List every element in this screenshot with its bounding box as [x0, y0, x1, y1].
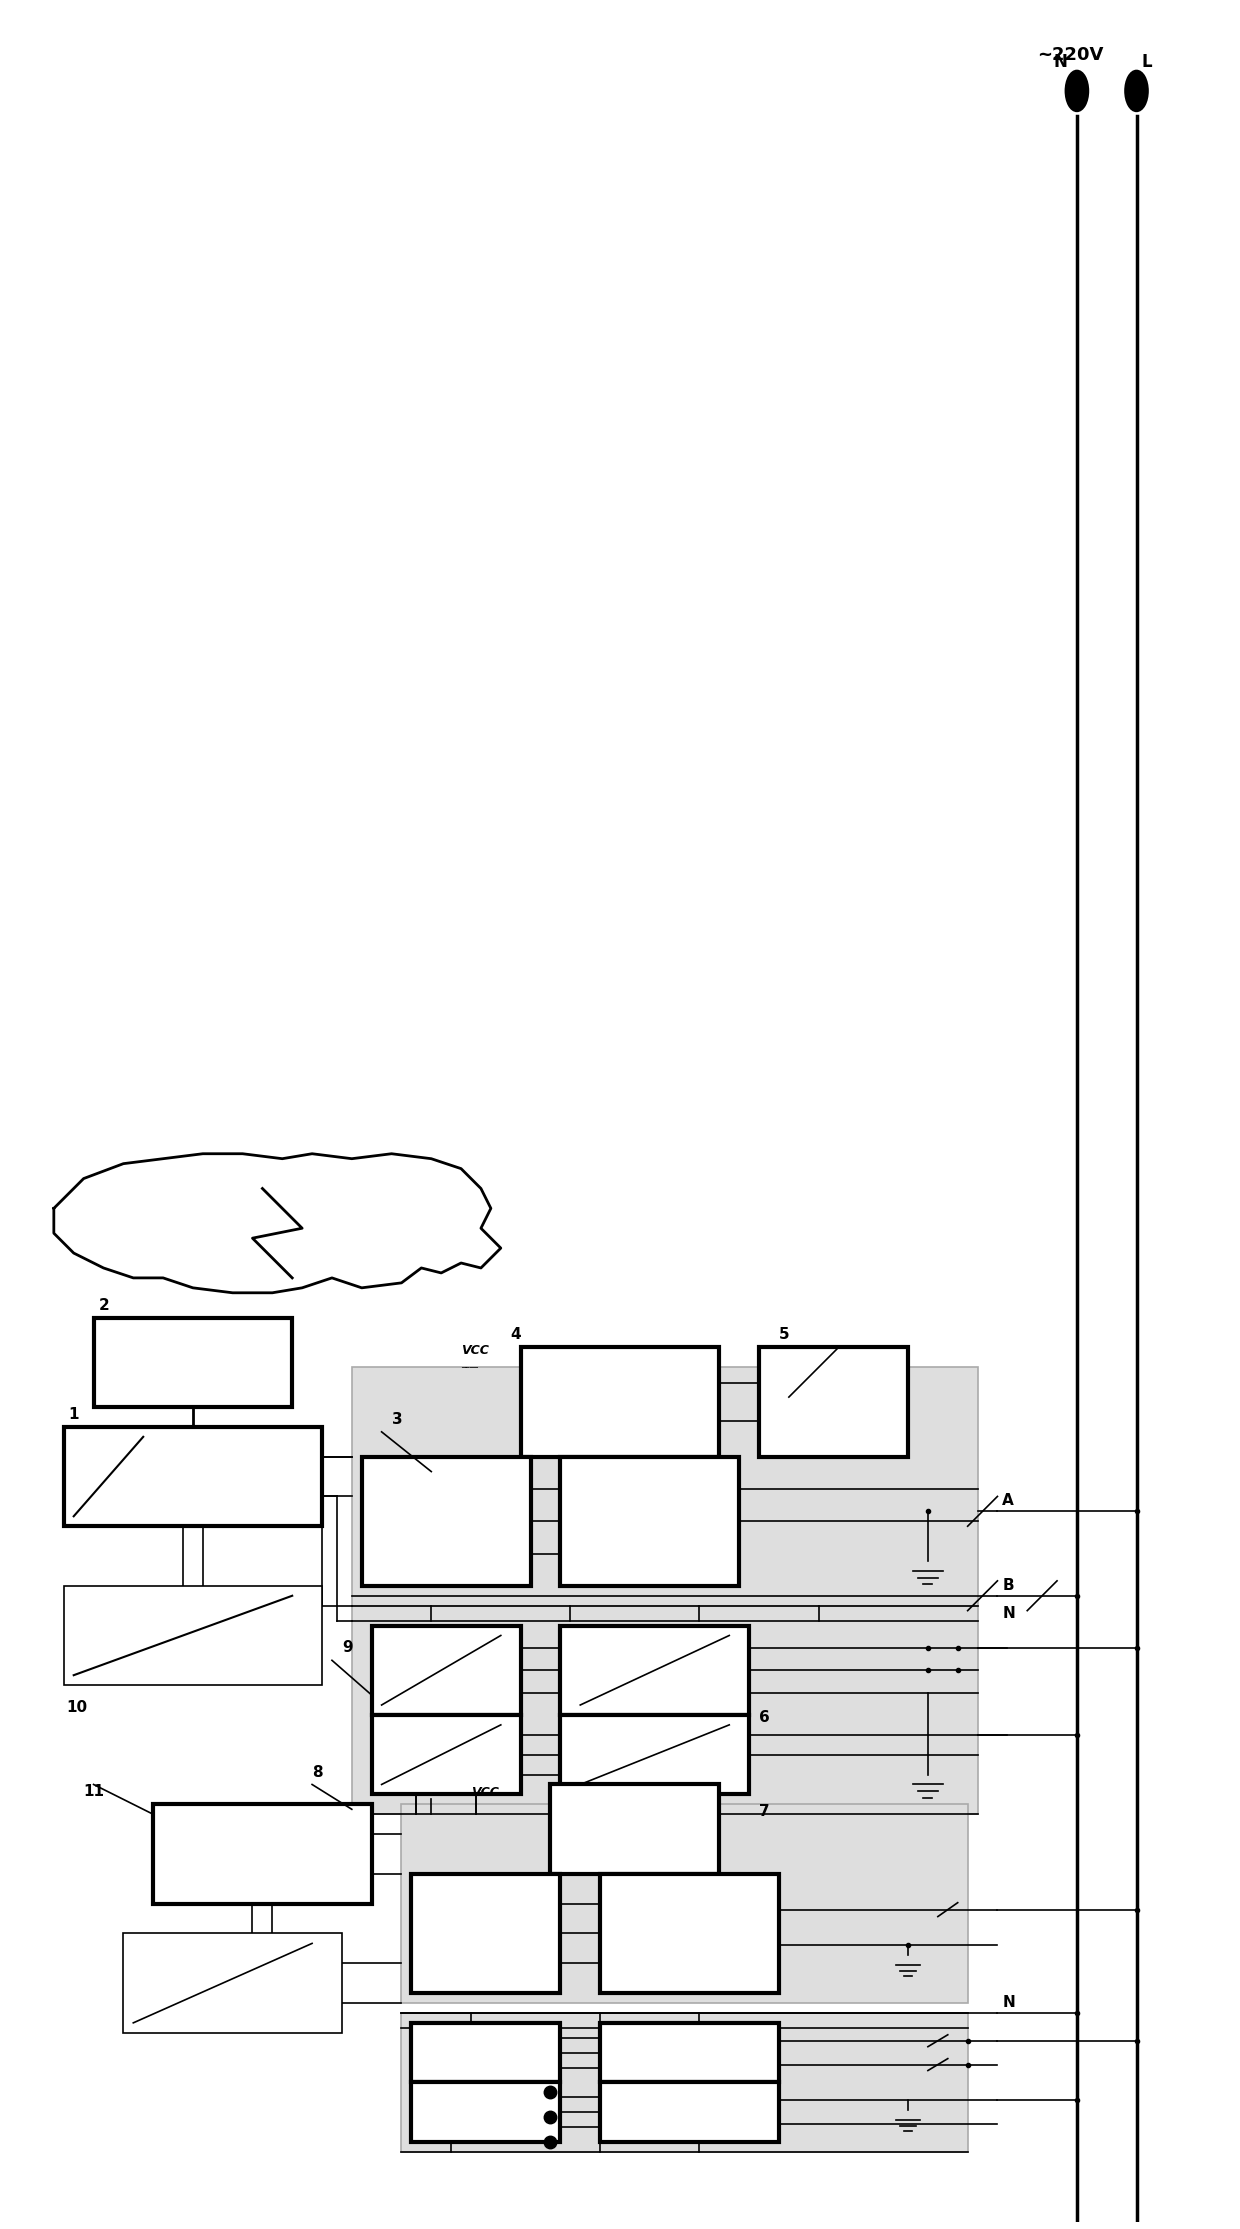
- Bar: [372, 1714, 521, 1794]
- Text: 2: 2: [98, 1297, 109, 1313]
- Bar: [412, 1875, 560, 1993]
- Text: 3: 3: [392, 1411, 402, 1427]
- Bar: [560, 1625, 749, 1714]
- Bar: [521, 1346, 719, 1458]
- Ellipse shape: [1066, 71, 1087, 111]
- Text: 10: 10: [67, 1701, 88, 1714]
- Bar: [123, 1933, 342, 2033]
- Text: VCC: VCC: [461, 1344, 489, 1357]
- Bar: [412, 2082, 560, 2142]
- Bar: [63, 1585, 322, 1685]
- Bar: [600, 2024, 779, 2082]
- Bar: [759, 1346, 908, 1458]
- Text: 9: 9: [342, 1641, 352, 1656]
- Text: 11: 11: [83, 1785, 104, 1799]
- Bar: [352, 1366, 977, 1605]
- Text: N: N: [1002, 1605, 1016, 1620]
- Text: N: N: [1053, 53, 1066, 71]
- Text: 6: 6: [759, 1710, 770, 1725]
- Bar: [600, 2082, 779, 2142]
- Text: 5: 5: [779, 1328, 790, 1342]
- Text: N: N: [1002, 1995, 1016, 2011]
- Text: VCC: VCC: [471, 1785, 498, 1799]
- Bar: [93, 1317, 293, 1406]
- Bar: [402, 2013, 967, 2151]
- Text: 8: 8: [312, 1765, 322, 1779]
- Text: 7: 7: [759, 1803, 770, 1819]
- Bar: [402, 1803, 967, 2004]
- Bar: [412, 2024, 560, 2082]
- Bar: [352, 1605, 977, 1814]
- Text: ~220V: ~220V: [1037, 47, 1104, 65]
- Bar: [560, 1458, 739, 1585]
- Text: A: A: [1002, 1493, 1014, 1509]
- Bar: [154, 1803, 372, 1904]
- Bar: [372, 1625, 521, 1714]
- Ellipse shape: [1126, 71, 1147, 111]
- Bar: [63, 1427, 322, 1527]
- Text: ____: ____: [461, 1360, 479, 1369]
- Text: L: L: [1142, 53, 1152, 71]
- Bar: [362, 1458, 531, 1585]
- Text: 1: 1: [68, 1406, 79, 1422]
- Bar: [551, 1785, 719, 1875]
- Text: 4: 4: [511, 1328, 521, 1342]
- Text: B: B: [1002, 1578, 1014, 1594]
- Bar: [600, 1875, 779, 1993]
- Bar: [560, 1714, 749, 1794]
